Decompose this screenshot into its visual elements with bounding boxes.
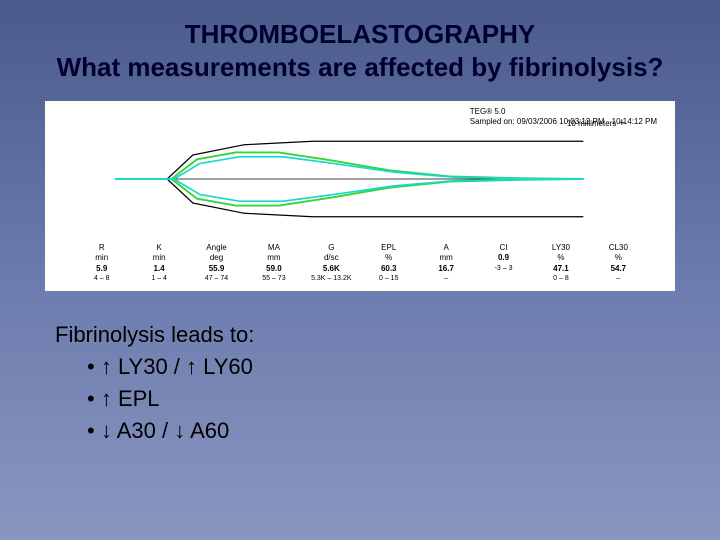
table-col: Gd/sc5.6K5.3K – 13.2K — [303, 243, 360, 283]
table-col: Rmin5.94 – 8 — [73, 243, 130, 283]
table-col: MAmm59.055 – 73 — [245, 243, 302, 283]
teg-chart: TEG® 5.0 Sampled on: 09/03/2006 10:03:12… — [45, 101, 675, 291]
chart-header-line1: TEG® 5.0 — [470, 107, 657, 117]
bullet-list: • ↑ LY30 / ↑ LY60• ↑ EPL• ↓ A30 / ↓ A60 — [55, 351, 720, 447]
table-col: CI0.9-3 – 3 — [475, 243, 532, 283]
table-col: EPL%60.30 – 15 — [360, 243, 417, 283]
bullet-item: • ↑ EPL — [87, 383, 720, 415]
bullet-item: • ↓ A30 / ↓ A60 — [87, 415, 720, 447]
bullet-item: • ↑ LY30 / ↑ LY60 — [87, 351, 720, 383]
table-col: Kmin1.41 – 4 — [130, 243, 187, 283]
slide-title: THROMBOELASTOGRAPHY What measurements ar… — [0, 0, 720, 83]
series-normal-outline-top — [116, 141, 583, 179]
table-col: CL30%54.7– — [590, 243, 647, 283]
series-normal-outline-bottom — [116, 179, 583, 217]
content: Fibrinolysis leads to: • ↑ LY30 / ↑ LY60… — [55, 319, 720, 447]
teg-curves — [45, 119, 675, 239]
content-lead: Fibrinolysis leads to: — [55, 319, 720, 351]
table-col: Amm16.7– — [417, 243, 474, 283]
title-line2: What measurements are affected by fibrin… — [0, 51, 720, 84]
title-line1: THROMBOELASTOGRAPHY — [0, 18, 720, 51]
table-col: Angledeg55.947 – 74 — [188, 243, 245, 283]
table-col: LY30%47.10 – 8 — [532, 243, 589, 283]
teg-data-table: Rmin5.94 – 8Kmin1.41 – 4Angledeg55.947 –… — [73, 243, 647, 283]
